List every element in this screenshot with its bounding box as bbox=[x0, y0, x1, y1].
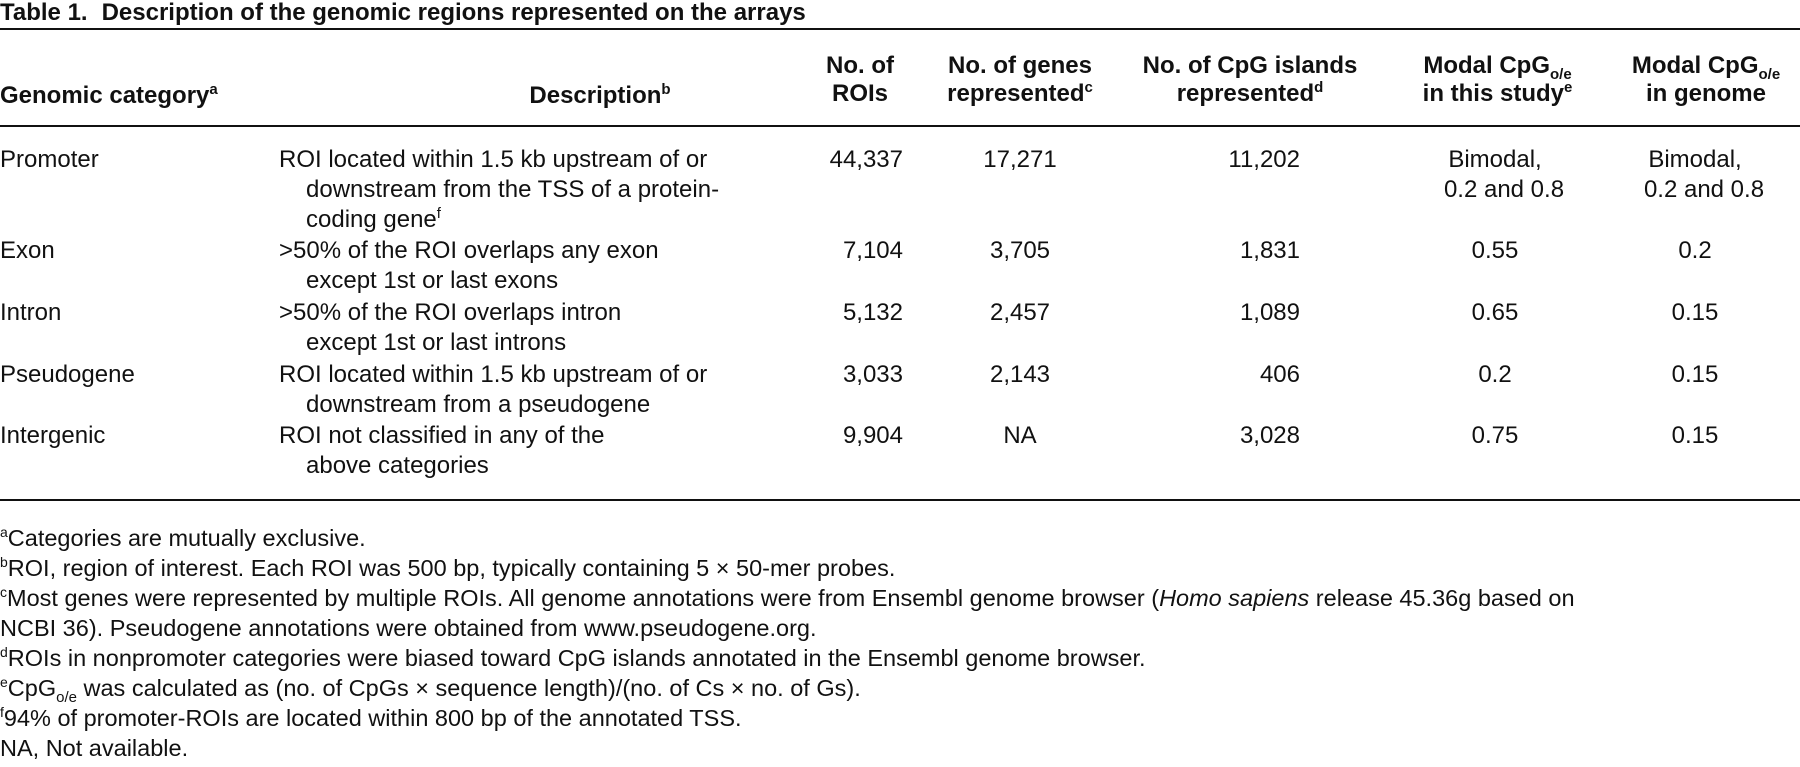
cell-cpg: 406 bbox=[1259, 361, 1300, 388]
footnote-d: dROIs in nonpromoter categories were bia… bbox=[0, 644, 1146, 671]
footnote-c-continued: NCBI 36). Pseudogene annotations were ob… bbox=[0, 615, 817, 641]
table-caption: Table 1. Description of the genomic regio… bbox=[0, 0, 806, 28]
cell-description: ROI located within 1.5 kb upstream of or… bbox=[279, 146, 720, 233]
cell-description: ROI located within 1.5 kb upstream of or… bbox=[279, 361, 708, 418]
cell-rois: 5,132 bbox=[842, 299, 903, 326]
cell-category: Promoter bbox=[0, 146, 99, 173]
footnote-c: cMost genes were represented by multiple… bbox=[0, 584, 1575, 611]
cell-cpg: 11,202 bbox=[1228, 146, 1300, 173]
cell-description: ROI not classified in any of the above c… bbox=[279, 422, 605, 479]
cell-category: Pseudogene bbox=[0, 361, 135, 388]
cell-modal-genome: 0.15 bbox=[1671, 422, 1719, 449]
cell-cpg: 1,831 bbox=[1239, 237, 1300, 264]
header-modal-cpg-genome: Modal CpGo/e in genome bbox=[1631, 52, 1781, 107]
cell-modal-genome: 0.15 bbox=[1671, 361, 1719, 388]
cell-genes: 2,457 bbox=[989, 299, 1051, 326]
table-number: Table 1. bbox=[0, 0, 88, 26]
cell-cpg: 1,089 bbox=[1239, 299, 1300, 326]
cell-category: Exon bbox=[0, 237, 55, 264]
cell-modal-study: 0.55 bbox=[1471, 237, 1519, 264]
top-rule bbox=[0, 28, 1800, 30]
header-rule bbox=[0, 125, 1800, 127]
cell-modal-study: 0.65 bbox=[1471, 299, 1519, 326]
cell-description: >50% of the ROI overlaps intron except 1… bbox=[279, 299, 622, 356]
cell-modal-genome: 0.15 bbox=[1671, 299, 1719, 326]
header-no-of-genes: No. of genes representedc bbox=[947, 52, 1093, 107]
footnote-a: aCategories are mutually exclusive. bbox=[0, 524, 366, 551]
footnote-na: NA, Not available. bbox=[0, 735, 189, 761]
cell-rois: 9,904 bbox=[842, 422, 903, 449]
cell-modal-study: 0.2 bbox=[1478, 361, 1512, 388]
bottom-rule bbox=[0, 499, 1800, 501]
cell-genes: 3,705 bbox=[989, 237, 1051, 264]
cell-rois: 3,033 bbox=[842, 361, 903, 388]
cell-genes: NA bbox=[1003, 422, 1037, 449]
footnote-b: bROI, region of interest. Each ROI was 5… bbox=[0, 554, 896, 581]
cell-category: Intergenic bbox=[0, 422, 106, 449]
table-title: Description of the genomic regions repre… bbox=[101, 0, 806, 26]
cell-cpg: 3,028 bbox=[1239, 422, 1300, 449]
header-genomic-category: Genomic categorya bbox=[0, 81, 218, 109]
header-no-of-rois: No. of ROIs bbox=[826, 52, 894, 107]
footnote-e: eCpGo/e was calculated as (no. of CpGs ×… bbox=[0, 674, 861, 706]
cell-genes: 17,271 bbox=[983, 146, 1057, 173]
cell-rois: 44,337 bbox=[829, 146, 903, 173]
cell-category: Intron bbox=[0, 299, 62, 326]
cell-genes: 2,143 bbox=[989, 361, 1051, 388]
cell-rois: 7,104 bbox=[842, 237, 903, 264]
header-no-of-cpg-islands: No. of CpG islands representedd bbox=[1142, 52, 1358, 107]
footnote-f: f94% of promoter-ROIs are located within… bbox=[0, 704, 742, 731]
header-modal-cpg-study: Modal CpGo/e in this studye bbox=[1422, 52, 1573, 107]
cell-modal-genome: Bimodal, 0.2 and 0.8 bbox=[1643, 146, 1765, 203]
cell-modal-genome: 0.2 bbox=[1678, 237, 1712, 264]
cell-modal-study: Bimodal, 0.2 and 0.8 bbox=[1443, 146, 1565, 203]
cell-description: >50% of the ROI overlaps any exon except… bbox=[279, 237, 659, 294]
header-description: Descriptionb bbox=[529, 81, 671, 109]
cell-modal-study: 0.75 bbox=[1471, 422, 1519, 449]
